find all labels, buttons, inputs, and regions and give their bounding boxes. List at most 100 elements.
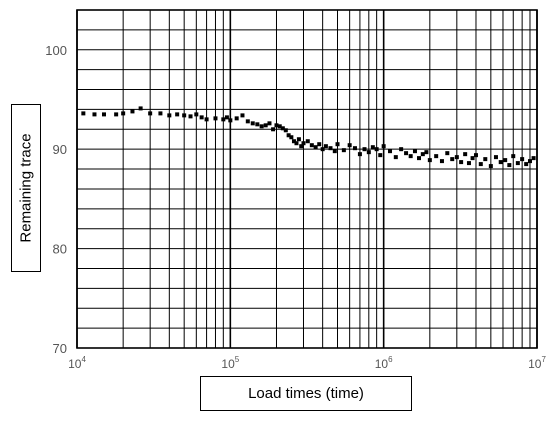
x-axis-label-box: Load times (time)	[200, 376, 412, 411]
data-point	[531, 156, 536, 161]
data-point	[167, 113, 172, 118]
y-axis-label-box: Remaining trace	[11, 104, 41, 272]
data-point	[335, 142, 340, 147]
data-point	[493, 155, 498, 160]
data-point	[408, 154, 413, 159]
data-point	[341, 148, 346, 153]
data-point	[130, 109, 135, 114]
data-point	[228, 118, 233, 123]
y-axis-label: Remaining trace	[17, 133, 35, 243]
data-point	[470, 156, 475, 161]
data-point	[291, 139, 296, 144]
data-point	[332, 149, 337, 154]
data-point	[417, 156, 422, 161]
data-point	[473, 153, 478, 158]
data-point	[427, 158, 432, 163]
x-tick-label: 106	[375, 355, 393, 371]
data-point	[524, 162, 529, 167]
data-point	[520, 157, 525, 162]
grid	[76, 10, 538, 348]
data-point	[439, 159, 444, 164]
data-points	[81, 106, 536, 169]
data-point	[503, 158, 508, 163]
data-point	[362, 147, 367, 152]
data-point	[483, 157, 488, 162]
x-axis-label: Load times (time)	[248, 385, 364, 402]
data-point	[213, 116, 218, 121]
data-point	[393, 155, 398, 160]
data-point	[188, 114, 193, 119]
plot-border	[76, 9, 538, 349]
data-point	[255, 122, 260, 127]
y-tick-label: 70	[53, 341, 67, 356]
data-point	[328, 146, 333, 151]
data-point	[221, 117, 226, 122]
data-point	[182, 113, 187, 118]
data-point	[283, 128, 288, 133]
data-point	[148, 111, 153, 116]
data-point	[299, 144, 304, 149]
data-point	[286, 133, 291, 138]
data-point	[478, 162, 483, 167]
data-point	[507, 163, 512, 168]
data-point	[466, 161, 471, 166]
data-point	[289, 135, 294, 140]
data-point	[378, 153, 383, 158]
data-point	[234, 116, 239, 121]
data-point	[313, 145, 318, 150]
x-tick-label: 105	[221, 355, 239, 371]
data-point	[81, 111, 86, 116]
y-tick-label: 90	[53, 142, 67, 157]
data-point	[527, 159, 532, 164]
data-point	[250, 121, 255, 126]
data-point	[488, 164, 493, 169]
data-point	[194, 112, 199, 117]
data-point	[175, 112, 180, 117]
data-point	[274, 123, 279, 128]
data-point	[420, 152, 425, 157]
data-point	[263, 123, 268, 128]
data-point	[404, 151, 409, 156]
data-point	[296, 137, 301, 142]
data-point	[305, 139, 310, 144]
data-point	[463, 152, 468, 157]
x-tick-label: 104	[68, 355, 86, 371]
data-point	[320, 147, 325, 152]
x-tick-exponent: 6	[388, 355, 393, 364]
data-point	[138, 106, 143, 111]
data-point	[317, 142, 322, 147]
data-point	[92, 112, 97, 117]
data-point	[459, 160, 464, 165]
data-point	[445, 151, 450, 156]
data-point	[259, 124, 264, 129]
data-point	[498, 160, 503, 165]
data-point	[277, 124, 282, 129]
data-point	[357, 152, 362, 157]
x-tick-exponent: 7	[541, 355, 546, 364]
data-point	[511, 154, 516, 159]
data-point	[399, 147, 404, 152]
data-point	[204, 117, 209, 122]
data-point	[280, 126, 285, 131]
x-tick-exponent: 5	[235, 355, 240, 364]
x-tick-exponent: 4	[81, 355, 86, 364]
data-point	[309, 143, 314, 148]
data-point	[424, 150, 429, 155]
data-point	[370, 145, 375, 150]
data-point	[434, 154, 439, 159]
data-point	[158, 111, 163, 116]
data-point	[515, 161, 520, 166]
data-point	[240, 113, 245, 118]
data-point	[374, 147, 379, 152]
data-point	[388, 149, 393, 154]
data-point	[102, 112, 107, 117]
data-point	[381, 144, 386, 149]
tick-labels: 70 80 90 100 104 105 106 107	[45, 43, 546, 371]
data-point	[352, 146, 357, 151]
plot-frame	[76, 9, 538, 349]
data-point	[450, 157, 455, 162]
y-tick-label: 80	[53, 242, 67, 257]
data-point	[245, 119, 250, 124]
data-point	[294, 141, 299, 146]
